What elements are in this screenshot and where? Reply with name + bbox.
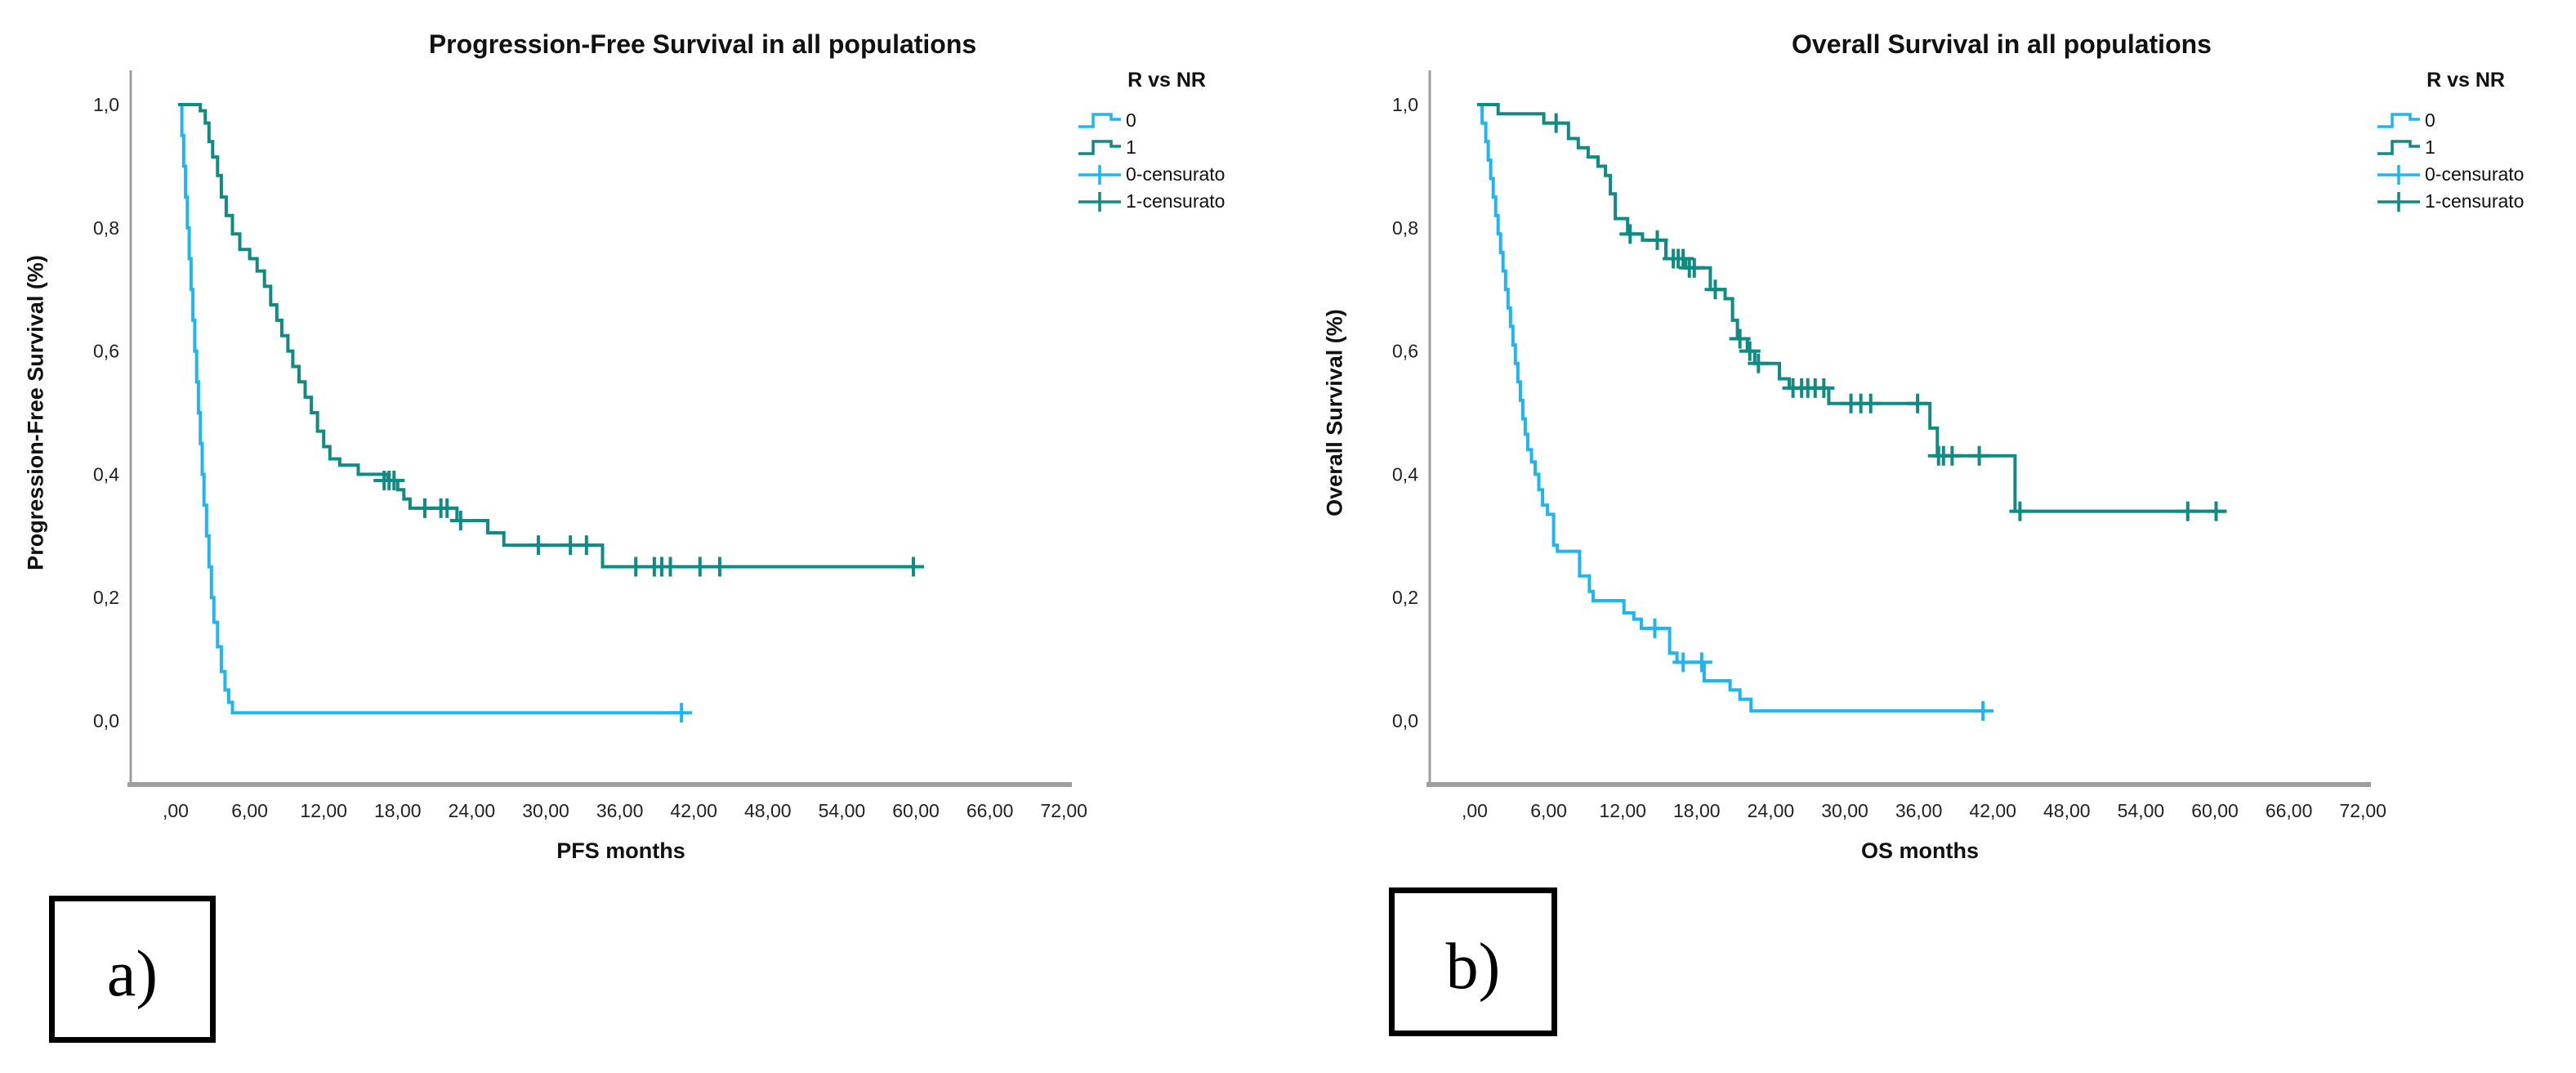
x-tick-label: 18,00 bbox=[374, 800, 422, 821]
legend-title: R vs NR bbox=[1127, 69, 1206, 92]
x-tick-label: 66,00 bbox=[2266, 800, 2313, 821]
legend-item-1-censurato: 1-censurato bbox=[1077, 188, 1273, 215]
legend-item-label: 0 bbox=[2425, 110, 2435, 131]
y-axis-label-text: Progression-Free Survival (%) bbox=[23, 255, 48, 570]
km-chart-pfs: ,00 6,00 12,00 18,00 24,00 30,00 36,00 42,00 48,… bbox=[0, 0, 1275, 899]
y-axis-label-text: Overall Survival (%) bbox=[1322, 309, 1347, 516]
legend-item-0-censurato: 0-censurato bbox=[2376, 161, 2572, 188]
y-tick-label: 0,0 bbox=[1392, 710, 1418, 731]
legend: R vs NR 0 1 0-censurato 1-censurato bbox=[2376, 69, 2572, 215]
legend-step-glyph bbox=[2377, 139, 2420, 155]
x-tick-label: 12,00 bbox=[1599, 800, 1646, 821]
x-tick-label: 60,00 bbox=[892, 800, 940, 821]
legend-item-label: 0-censurato bbox=[1126, 163, 1225, 185]
x-tick-label: 48,00 bbox=[744, 800, 792, 821]
legend-item-label: 1-censurato bbox=[2425, 190, 2525, 212]
x-tick-label: 18,00 bbox=[1673, 800, 1721, 821]
x-tick-label: ,00 bbox=[1462, 800, 1488, 821]
km-plot-area: ,00 6,00 12,00 18,00 24,00 30,00 36,00 42,00 48,… bbox=[93, 70, 1087, 821]
legend-step-line-icon bbox=[2377, 112, 2420, 128]
y-tick-label: 0,8 bbox=[93, 217, 119, 239]
y-tick-label: 1,0 bbox=[1392, 94, 1418, 115]
legend-item-0: 0 bbox=[2376, 107, 2572, 134]
legend-item-1: 1 bbox=[2376, 134, 2572, 161]
x-tick-label: 36,00 bbox=[596, 800, 644, 821]
survival-curve-group-0 bbox=[178, 103, 682, 715]
chart-title: Progression-Free Survival in all populat… bbox=[428, 29, 977, 59]
legend-item-0-censurato: 0-censurato bbox=[1077, 161, 1273, 188]
x-tick-label: 54,00 bbox=[2118, 800, 2165, 821]
y-tick-label: 0,4 bbox=[93, 463, 119, 485]
survival-curve-group-0 bbox=[1477, 103, 1984, 713]
survival-curve-group-1 bbox=[1477, 103, 2226, 513]
legend-step-glyph bbox=[1078, 112, 1121, 128]
legend-item-1: 1 bbox=[1077, 134, 1273, 161]
legend-items: 0 1 0-censurato 1-censurato bbox=[1077, 107, 1273, 215]
panel-label-a: a) bbox=[106, 937, 158, 1010]
legend-items: 0 1 0-censurato 1-censurato bbox=[2376, 107, 2572, 215]
x-tick-label: 30,00 bbox=[1821, 800, 1868, 821]
x-tick-label: 30,00 bbox=[522, 800, 569, 821]
x-tick-label: 72,00 bbox=[2339, 800, 2386, 821]
x-tick-label: 66,00 bbox=[967, 800, 1014, 821]
legend-censor-plus-icon bbox=[2377, 164, 2420, 185]
x-tick-label: 36,00 bbox=[1895, 800, 1943, 821]
x-axis-label: PFS months bbox=[556, 838, 685, 863]
legend-step-line-icon bbox=[1078, 112, 1121, 128]
legend: R vs NR 0 1 0-censurato 1-censurato bbox=[1077, 69, 1273, 215]
chart-title: Overall Survival in all populations bbox=[1792, 29, 2212, 59]
legend-censor-plus-icon bbox=[1078, 191, 1121, 212]
km-chart-os: ,00 6,00 12,00 18,00 24,00 30,00 36,00 42,00 48,… bbox=[1299, 0, 2574, 899]
y-tick-label: 0,6 bbox=[1392, 341, 1418, 362]
y-tick-label: 0,6 bbox=[93, 341, 119, 362]
legend-censor-plus-icon bbox=[2377, 191, 2420, 212]
panel-box-a: a) bbox=[49, 896, 216, 1043]
y-tick-label: 0,8 bbox=[1392, 217, 1418, 239]
legend-item-label: 0 bbox=[1126, 110, 1136, 131]
legend-step-line-icon bbox=[1078, 139, 1121, 155]
y-tick-label: 0,4 bbox=[1392, 463, 1418, 485]
legend-censor-plus-icon bbox=[1078, 164, 1121, 185]
km-plot-area: ,00 6,00 12,00 18,00 24,00 30,00 36,00 42,00 48,… bbox=[1392, 70, 2386, 821]
x-axis-label: OS months bbox=[1860, 838, 1979, 863]
x-tick-label: 24,00 bbox=[1748, 800, 1795, 821]
y-tick-label: 0,2 bbox=[1392, 587, 1418, 608]
legend-item-label: 1 bbox=[1126, 136, 1136, 158]
y-tick-label: 0,0 bbox=[93, 710, 119, 731]
legend-title: R vs NR bbox=[2426, 69, 2505, 92]
x-tick-label: 24,00 bbox=[449, 800, 496, 821]
survival-curve-group-1 bbox=[178, 103, 916, 569]
x-tick-label: 42,00 bbox=[670, 800, 717, 821]
x-tick-label: 60,00 bbox=[2191, 800, 2239, 821]
x-tick-label: 54,00 bbox=[819, 800, 866, 821]
x-tick-label: 72,00 bbox=[1040, 800, 1087, 821]
legend-item-label: 1-censurato bbox=[1126, 190, 1225, 212]
y-tick-label: 1,0 bbox=[93, 94, 119, 115]
panel-label-b: b) bbox=[1445, 930, 1501, 1003]
x-tick-label: 6,00 bbox=[1530, 800, 1567, 821]
x-tick-label: 48,00 bbox=[2043, 800, 2091, 821]
x-tick-label: ,00 bbox=[163, 800, 189, 821]
legend-item-label: 1 bbox=[2425, 136, 2435, 158]
panel-box-b: b) bbox=[1389, 887, 1557, 1036]
y-tick-label: 0,2 bbox=[93, 587, 119, 608]
legend-step-line-icon bbox=[2377, 139, 2420, 155]
legend-item-label: 0-censurato bbox=[2425, 163, 2525, 185]
x-tick-label: 6,00 bbox=[231, 800, 268, 821]
legend-step-glyph bbox=[2377, 112, 2420, 128]
x-tick-label: 12,00 bbox=[300, 800, 347, 821]
legend-step-glyph bbox=[1078, 139, 1121, 155]
legend-item-1-censurato: 1-censurato bbox=[2376, 188, 2572, 215]
legend-item-0: 0 bbox=[1077, 107, 1273, 134]
x-tick-label: 42,00 bbox=[1969, 800, 2016, 821]
